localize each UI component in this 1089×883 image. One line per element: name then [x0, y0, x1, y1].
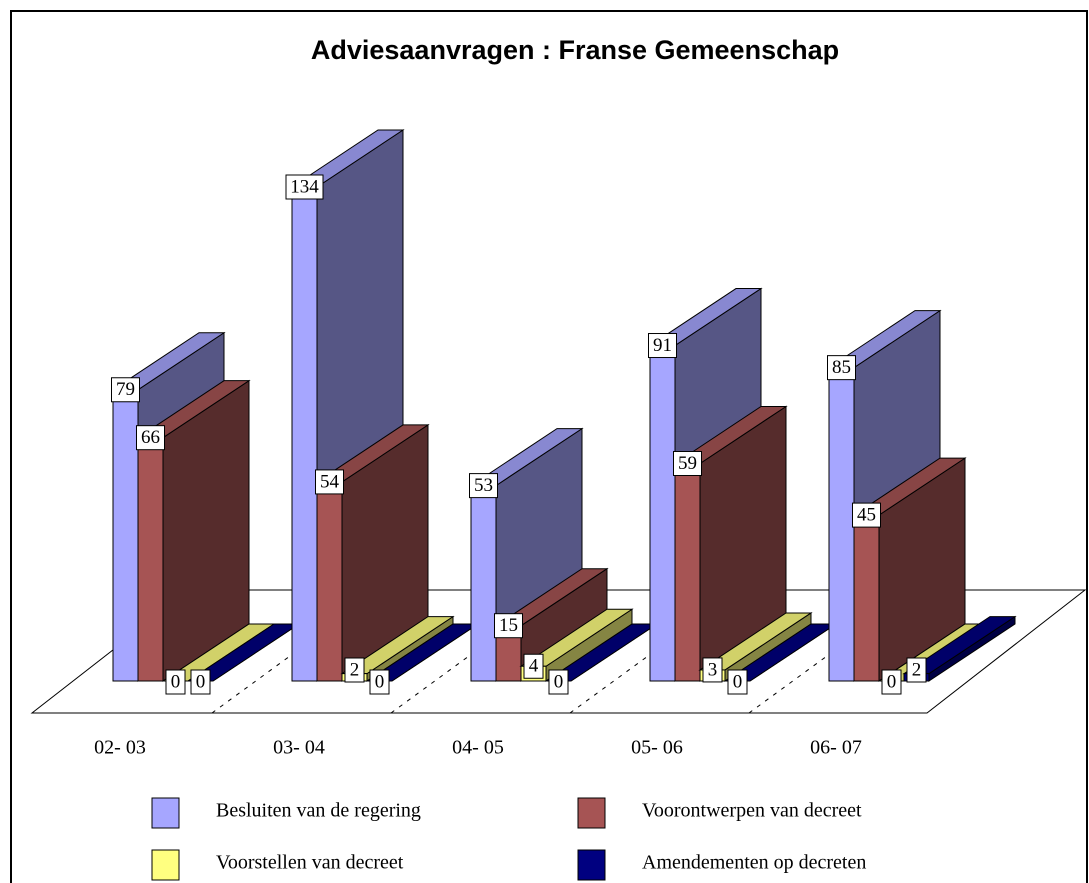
legend: Besluiten van de regering Voorontwerpen v…	[151, 797, 866, 881]
value-label-box	[165, 669, 186, 695]
floor-divider	[390, 655, 470, 714]
floor-divider	[569, 655, 649, 714]
x-tick-label: 02- 03	[94, 737, 146, 759]
value-label-box	[702, 657, 723, 683]
value-label: 3	[708, 659, 718, 680]
legend-label: Besluiten van de regering	[216, 800, 421, 822]
value-label: 79	[116, 379, 135, 400]
value-label-box	[827, 355, 856, 381]
bar-front	[828, 367, 855, 682]
value-label: 0	[196, 671, 206, 692]
value-label-box	[881, 669, 902, 695]
bar-front	[853, 514, 880, 682]
value-label-box	[344, 657, 365, 683]
bar-front	[291, 186, 318, 682]
x-tick-label: 04- 05	[452, 737, 504, 759]
value-label: 91	[653, 335, 672, 356]
value-label-box	[469, 473, 498, 499]
value-label-box	[673, 450, 702, 476]
value-label-box	[369, 669, 390, 695]
value-label: 15	[499, 615, 518, 636]
value-label-box	[523, 653, 544, 679]
value-label: 2	[350, 659, 360, 680]
legend-swatch	[151, 849, 180, 881]
value-label: 0	[375, 671, 385, 692]
bar-front	[137, 437, 164, 682]
bar	[673, 405, 788, 682]
bar-front	[470, 485, 497, 682]
value-label-box	[190, 669, 211, 695]
bar-front	[649, 345, 676, 682]
value-label-box	[906, 657, 927, 683]
x-tick-label: 06- 07	[810, 737, 862, 759]
value-label: 54	[320, 471, 340, 492]
value-label: 2	[912, 659, 922, 680]
value-label-box	[111, 377, 140, 403]
value-label-box	[852, 502, 881, 528]
value-label: 59	[678, 453, 697, 474]
x-tick-label: 05- 06	[631, 737, 683, 759]
value-label-box	[548, 669, 569, 695]
bar	[698, 612, 813, 682]
value-label: 53	[474, 475, 493, 496]
chart-title: Adviesaanvragen : Franse Gemeenschap	[311, 35, 839, 65]
value-label: 0	[554, 671, 564, 692]
floor-divider	[211, 655, 291, 714]
bars	[111, 129, 1017, 682]
bar-front	[316, 481, 343, 682]
floor-divider	[748, 655, 828, 714]
value-label-box	[727, 669, 748, 695]
bar-front	[112, 389, 139, 682]
bar	[315, 423, 430, 682]
value-label: 0	[733, 671, 743, 692]
value-label: 66	[141, 427, 160, 448]
value-label: 4	[529, 656, 539, 677]
legend-swatch	[151, 797, 180, 829]
value-label-box	[315, 469, 344, 495]
value-label: 0	[887, 671, 897, 692]
value-label-box	[494, 613, 523, 639]
legend-swatch	[577, 797, 606, 829]
legend-label: Voorontwerpen van decreet	[642, 800, 862, 822]
legend-label: Voorstellen van decreet	[216, 852, 404, 874]
bar-front	[674, 462, 701, 682]
floor-dividers	[211, 655, 828, 714]
value-label: 0	[171, 671, 181, 692]
legend-swatch	[577, 849, 606, 881]
value-label-box	[648, 333, 677, 359]
legend-label: Amendementen op decreten	[642, 852, 866, 874]
value-label: 45	[857, 504, 876, 525]
value-label: 85	[832, 357, 851, 378]
value-label-box	[136, 425, 165, 451]
x-tick-label: 03- 04	[273, 737, 325, 759]
frame	[10, 10, 1088, 883]
value-label-box	[285, 174, 324, 200]
bar	[136, 379, 251, 682]
value-label: 134	[290, 176, 319, 197]
